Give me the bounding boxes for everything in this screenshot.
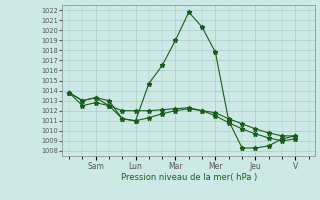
X-axis label: Pression niveau de la mer( hPa ): Pression niveau de la mer( hPa ) — [121, 173, 257, 182]
